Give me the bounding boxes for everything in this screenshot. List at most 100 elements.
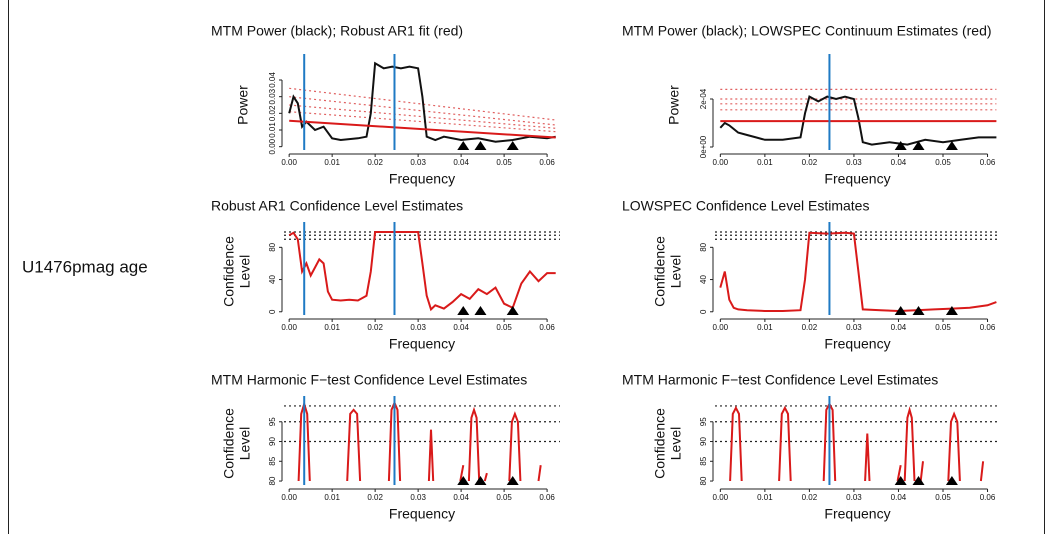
series-line [288,61,556,143]
x-axis-label: Frequency [824,171,890,187]
triangle-marker [506,141,519,150]
chart-title: MTM Power (black); LOWSPEC Continuum Est… [622,23,992,39]
x-tick-label: 0.00 [713,323,729,332]
triangle-marker [945,306,958,315]
x-tick-label: 0.04 [891,158,907,167]
x-tick-label: 0.01 [324,323,340,332]
x-axis-label: Frequency [389,171,455,187]
y-tick-label: 95 [268,417,277,426]
x-tick-label: 0.02 [367,323,383,332]
x-tick-label: 0.06 [980,493,996,502]
x-axis-label: Frequency [389,506,455,522]
triangle-marker [474,306,487,315]
x-tick-label: 0.00 [281,493,297,502]
row-label: U1476pmag age [22,257,148,276]
x-tick-label: 0.03 [410,493,426,502]
chart-panel: MTM Power (black); LOWSPEC Continuum Est… [622,23,997,187]
x-tick-label: 0.06 [539,493,555,502]
y-tick-label: 0e+00 [699,135,708,158]
triangle-marker [912,306,925,315]
y-axis-label: Level [668,427,684,460]
y-axis-label: Level [237,255,253,288]
x-tick-label: 0.01 [757,323,773,332]
triangle-marker [894,306,907,315]
chart-title: Robust AR1 Confidence Level Estimates [211,198,463,214]
chart-panel: MTM Harmonic F−test Confidence Level Est… [622,372,1000,522]
x-tick-label: 0.01 [324,158,340,167]
x-tick-label: 0.00 [713,493,729,502]
y-tick-label: 2e-04 [699,88,708,109]
triangle-marker [894,476,907,485]
x-tick-label: 0.04 [453,323,469,332]
y-axis-label: Confidence [652,408,668,479]
x-tick-label: 0.06 [539,158,555,167]
x-tick-label: 0.01 [757,493,773,502]
chart-title: MTM Harmonic F−test Confidence Level Est… [622,372,938,388]
triangle-marker [912,476,925,485]
x-axis-label: Frequency [824,506,890,522]
triangle-marker [506,476,519,485]
x-tick-label: 0.03 [410,323,426,332]
y-tick-label: 85 [268,456,277,465]
chart-panel: LOWSPEC Confidence Level Estimates 0.00 0.… [622,198,1000,352]
x-tick-label: 0.02 [367,158,383,167]
x-tick-label: 0.04 [453,158,469,167]
series-line [289,119,556,139]
y-tick-label: 0.00 [268,138,277,154]
triangle-marker [945,141,958,150]
chart-title: MTM Power (black); Robust AR1 fit (red) [211,23,463,39]
y-tick-label: 40 [268,275,277,284]
x-tick-label: 0.01 [757,158,773,167]
y-tick-label: 80 [268,242,277,251]
x-tick-label: 0.06 [980,323,996,332]
chart-panel: Robust AR1 Confidence Level Estimates 0.0… [211,198,560,352]
series-line [719,231,997,313]
y-tick-label: 90 [699,437,708,446]
y-axis-label: Power [666,85,682,125]
triangle-marker [912,141,925,150]
x-tick-label: 0.00 [281,323,297,332]
x-tick-label: 0.00 [713,158,729,167]
triangle-marker [457,306,470,315]
y-tick-label: 80 [699,476,708,485]
x-tick-label: 0.05 [935,323,951,332]
x-tick-label: 0.02 [802,323,818,332]
y-tick-label: 0 [699,309,708,314]
x-tick-label: 0.04 [891,323,907,332]
y-tick-label: 90 [268,437,277,446]
x-axis-label: Frequency [824,336,890,352]
y-axis-label: Confidence [221,408,237,479]
x-tick-label: 0.06 [539,323,555,332]
frame [8,0,1045,534]
series-line [289,104,556,129]
series-line [729,401,985,482]
y-tick-label: 0.04 [268,72,277,88]
y-tick-label: 0.02 [268,105,277,121]
x-tick-label: 0.05 [496,323,512,332]
x-tick-label: 0.05 [496,493,512,502]
y-axis-label: Confidence [221,236,237,307]
x-tick-label: 0.03 [846,158,862,167]
x-tick-label: 0.05 [496,158,512,167]
x-tick-label: 0.04 [891,493,907,502]
y-axis-label: Level [237,427,253,460]
y-tick-label: 0.01 [268,122,277,138]
triangle-marker [945,476,958,485]
y-tick-label: 80 [268,476,277,485]
x-tick-label: 0.03 [410,158,426,167]
chart-title: LOWSPEC Confidence Level Estimates [622,198,869,214]
x-tick-label: 0.01 [324,493,340,502]
x-tick-label: 0.03 [846,323,862,332]
y-tick-label: 80 [699,242,708,251]
x-tick-label: 0.05 [935,158,951,167]
y-tick-label: 85 [699,456,708,465]
x-tick-label: 0.05 [935,493,951,502]
triangle-marker [894,141,907,150]
triangle-marker [457,141,470,150]
chart-panel: MTM Power (black); Robust AR1 fit (red) 0… [211,23,556,187]
series-line [719,95,997,146]
x-tick-label: 0.03 [846,493,862,502]
y-tick-label: 0 [268,309,277,314]
x-tick-label: 0.02 [802,493,818,502]
